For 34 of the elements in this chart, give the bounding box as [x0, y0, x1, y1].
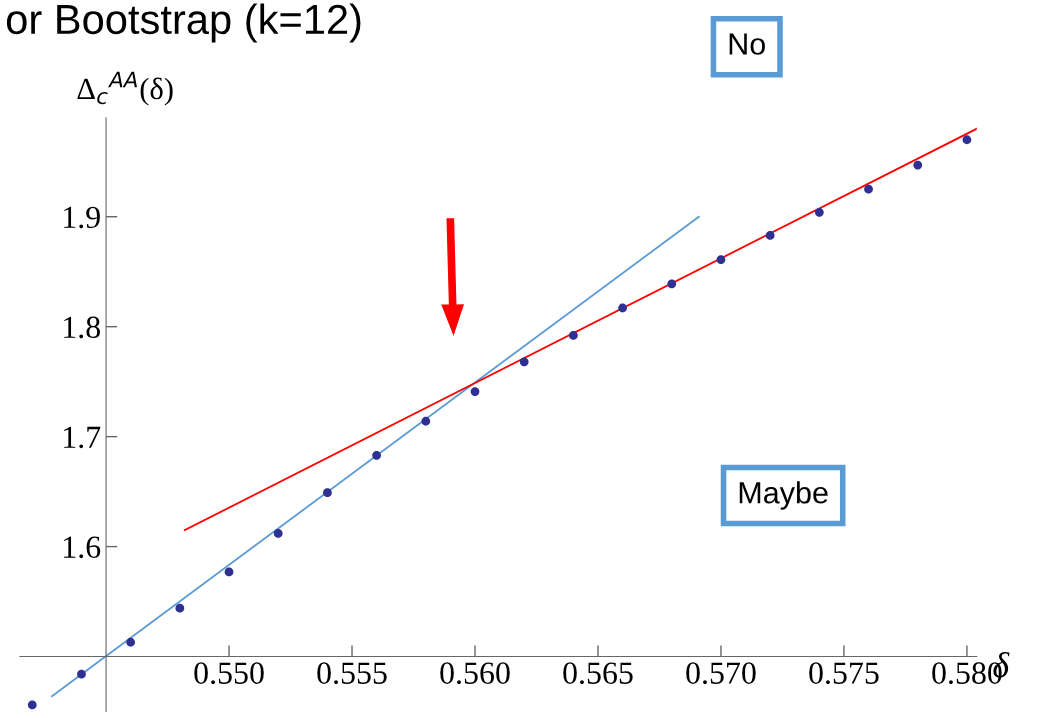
point [224, 567, 234, 577]
point [27, 700, 37, 710]
point [618, 303, 627, 313]
point [667, 279, 677, 289]
point [765, 231, 775, 240]
point [323, 488, 332, 498]
x-tick-label: 0.575 [809, 662, 879, 685]
x-tick-label: 0.570 [686, 662, 756, 685]
y-tick-label: 1.8 [64, 316, 100, 339]
point [175, 603, 185, 613]
point [913, 160, 923, 170]
point [569, 331, 578, 340]
x-tick-label: 0.560 [440, 662, 510, 685]
y-tick-label: 1.6 [64, 536, 101, 559]
point [814, 207, 824, 217]
point [716, 255, 726, 264]
point [273, 529, 283, 538]
point [372, 450, 382, 460]
x-tick-label: 0.555 [317, 662, 387, 685]
text: No [729, 33, 765, 55]
point [962, 135, 972, 145]
point [126, 637, 136, 647]
x-tick-label: 0.565 [563, 662, 633, 685]
y-axis-title: Δ$_{c}$$^{AA}$(δ) [77, 71, 173, 106]
chart-title: or Bootstrap (k=12) [6, 3, 361, 43]
point [77, 669, 86, 679]
point [519, 357, 529, 367]
point [864, 184, 873, 194]
annotation: Maybe [739, 481, 828, 510]
point [470, 387, 480, 396]
y-tick-label: 1.9 [64, 206, 100, 229]
x-tick-label: 0.550 [194, 662, 264, 685]
y-tick-label: 1.7 [64, 426, 101, 449]
point [421, 416, 431, 426]
